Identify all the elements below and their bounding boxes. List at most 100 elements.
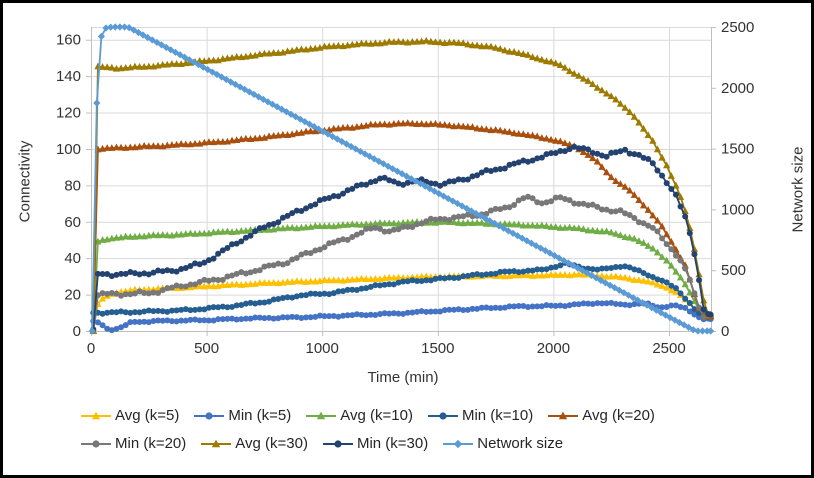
- marker-circle: [497, 166, 504, 173]
- marker-triangle: [496, 126, 504, 134]
- marker-triangle: [616, 231, 625, 239]
- marker-triangle: [528, 53, 537, 61]
- x-tick-label: 0: [87, 340, 95, 357]
- marker-circle: [668, 185, 675, 192]
- marker-diamond: [194, 61, 203, 69]
- marker-triangle: [172, 230, 181, 238]
- marker-circle: [145, 290, 152, 297]
- marker-triangle: [612, 229, 620, 237]
- marker-triangle: [131, 62, 139, 70]
- marker-circle: [548, 198, 555, 205]
- marker-circle: [122, 322, 129, 329]
- marker-circle: [321, 313, 328, 320]
- marker-circle: [182, 264, 189, 271]
- marker-triangle: [357, 39, 366, 47]
- marker-triangle: [149, 231, 158, 238]
- marker-circle: [427, 277, 434, 284]
- marker-circle: [441, 216, 448, 223]
- marker-circle: [474, 305, 481, 312]
- legend-label: Avg (k=10): [340, 407, 413, 424]
- marker-triangle: [663, 161, 671, 169]
- marker-triangle: [274, 224, 282, 232]
- marker-circle: [178, 317, 185, 324]
- marker-triangle: [307, 127, 315, 135]
- marker-triangle: [450, 38, 458, 46]
- marker-triangle: [589, 80, 597, 88]
- marker-triangle: [205, 56, 213, 64]
- marker-triangle: [607, 92, 615, 100]
- marker-diamond: [454, 439, 463, 448]
- marker-circle: [552, 302, 559, 309]
- marker-circle: [321, 244, 328, 251]
- marker-circle: [316, 291, 323, 298]
- marker-circle: [390, 178, 397, 185]
- marker-circle: [192, 306, 199, 313]
- marker-circle: [654, 167, 661, 174]
- marker-circle: [141, 270, 148, 277]
- marker-circle: [418, 278, 425, 285]
- marker-circle: [349, 234, 356, 241]
- marker-circle: [682, 213, 689, 220]
- marker-circle: [668, 246, 675, 253]
- marker-circle: [321, 195, 328, 202]
- marker-triangle: [524, 271, 532, 279]
- x-tick-label: 1500: [421, 340, 454, 357]
- marker-triangle: [200, 229, 208, 237]
- marker-diamond: [578, 266, 586, 275]
- marker-circle: [293, 207, 300, 214]
- marker-triangle: [307, 277, 315, 285]
- marker-circle: [492, 205, 499, 212]
- marker-triangle: [473, 218, 481, 226]
- marker-circle: [483, 167, 490, 174]
- right-tick-label: 1000: [721, 201, 754, 218]
- marker-circle: [497, 206, 504, 213]
- marker-circle: [635, 219, 642, 226]
- marker-circle: [418, 220, 425, 227]
- marker-circle: [284, 314, 291, 321]
- marker-circle: [113, 325, 120, 332]
- marker-circle: [543, 302, 550, 309]
- marker-triangle: [422, 272, 430, 280]
- marker-circle: [256, 225, 263, 232]
- marker-triangle: [408, 119, 416, 127]
- marker-triangle: [528, 221, 537, 229]
- marker-circle: [159, 317, 166, 324]
- marker-triangle: [427, 218, 435, 226]
- marker-circle: [372, 224, 379, 231]
- marker-triangle: [445, 38, 453, 46]
- marker-circle: [118, 324, 125, 331]
- legend-item-avg_k30: Avg (k=30): [201, 435, 308, 452]
- marker-triangle: [626, 274, 634, 282]
- legend-item-avg_k20: Avg (k=20): [548, 407, 655, 424]
- legend-marker-circle-icon: [427, 411, 458, 420]
- marker-triangle: [468, 41, 477, 49]
- marker-circle: [150, 269, 157, 276]
- marker-circle: [247, 269, 254, 276]
- marker-circle: [409, 223, 416, 230]
- marker-circle: [534, 199, 541, 206]
- marker-circle: [141, 308, 148, 315]
- legend-marker: [334, 439, 342, 448]
- marker-circle: [316, 197, 323, 204]
- marker-circle: [266, 314, 273, 321]
- marker-circle: [413, 277, 420, 284]
- marker-triangle: [348, 220, 356, 228]
- marker-circle: [210, 304, 217, 311]
- marker-circle: [182, 283, 189, 290]
- marker-circle: [672, 285, 679, 292]
- marker-diamond: [629, 294, 637, 302]
- marker-triangle: [533, 54, 541, 62]
- marker-circle: [594, 300, 601, 307]
- marker-triangle: [182, 140, 190, 148]
- marker-circle: [353, 311, 360, 318]
- marker-circle: [497, 305, 504, 312]
- marker-triangle: [552, 223, 560, 230]
- marker-circle: [432, 275, 439, 282]
- marker-circle: [372, 311, 379, 318]
- marker-circle: [677, 203, 684, 210]
- marker-circle: [520, 303, 527, 310]
- marker-circle: [298, 292, 305, 299]
- x-axis-title: Time (min): [367, 369, 439, 386]
- left-tick-label: 20: [64, 287, 81, 304]
- marker-diamond: [476, 212, 485, 220]
